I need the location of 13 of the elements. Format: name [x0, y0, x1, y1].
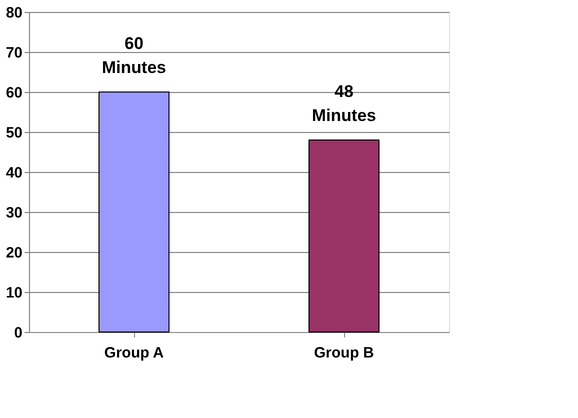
y-tick-label: 10 — [6, 284, 22, 302]
data-label: 60 Minutes — [102, 34, 166, 77]
y-tick-label: 20 — [6, 244, 22, 262]
y-tick-label: 50 — [6, 124, 22, 142]
y-tick-label: 70 — [6, 44, 22, 62]
y-tick-label: 60 — [6, 84, 22, 102]
x-tick-label: Group A — [104, 344, 164, 362]
y-tick-label: 40 — [6, 164, 22, 182]
y-tick-label: 0 — [14, 324, 22, 342]
x-tick-label: Group B — [314, 344, 374, 362]
data-label: 48 Minutes — [312, 82, 376, 125]
y-tick-label: 80 — [6, 4, 22, 22]
y-tick-label: 30 — [6, 204, 22, 222]
